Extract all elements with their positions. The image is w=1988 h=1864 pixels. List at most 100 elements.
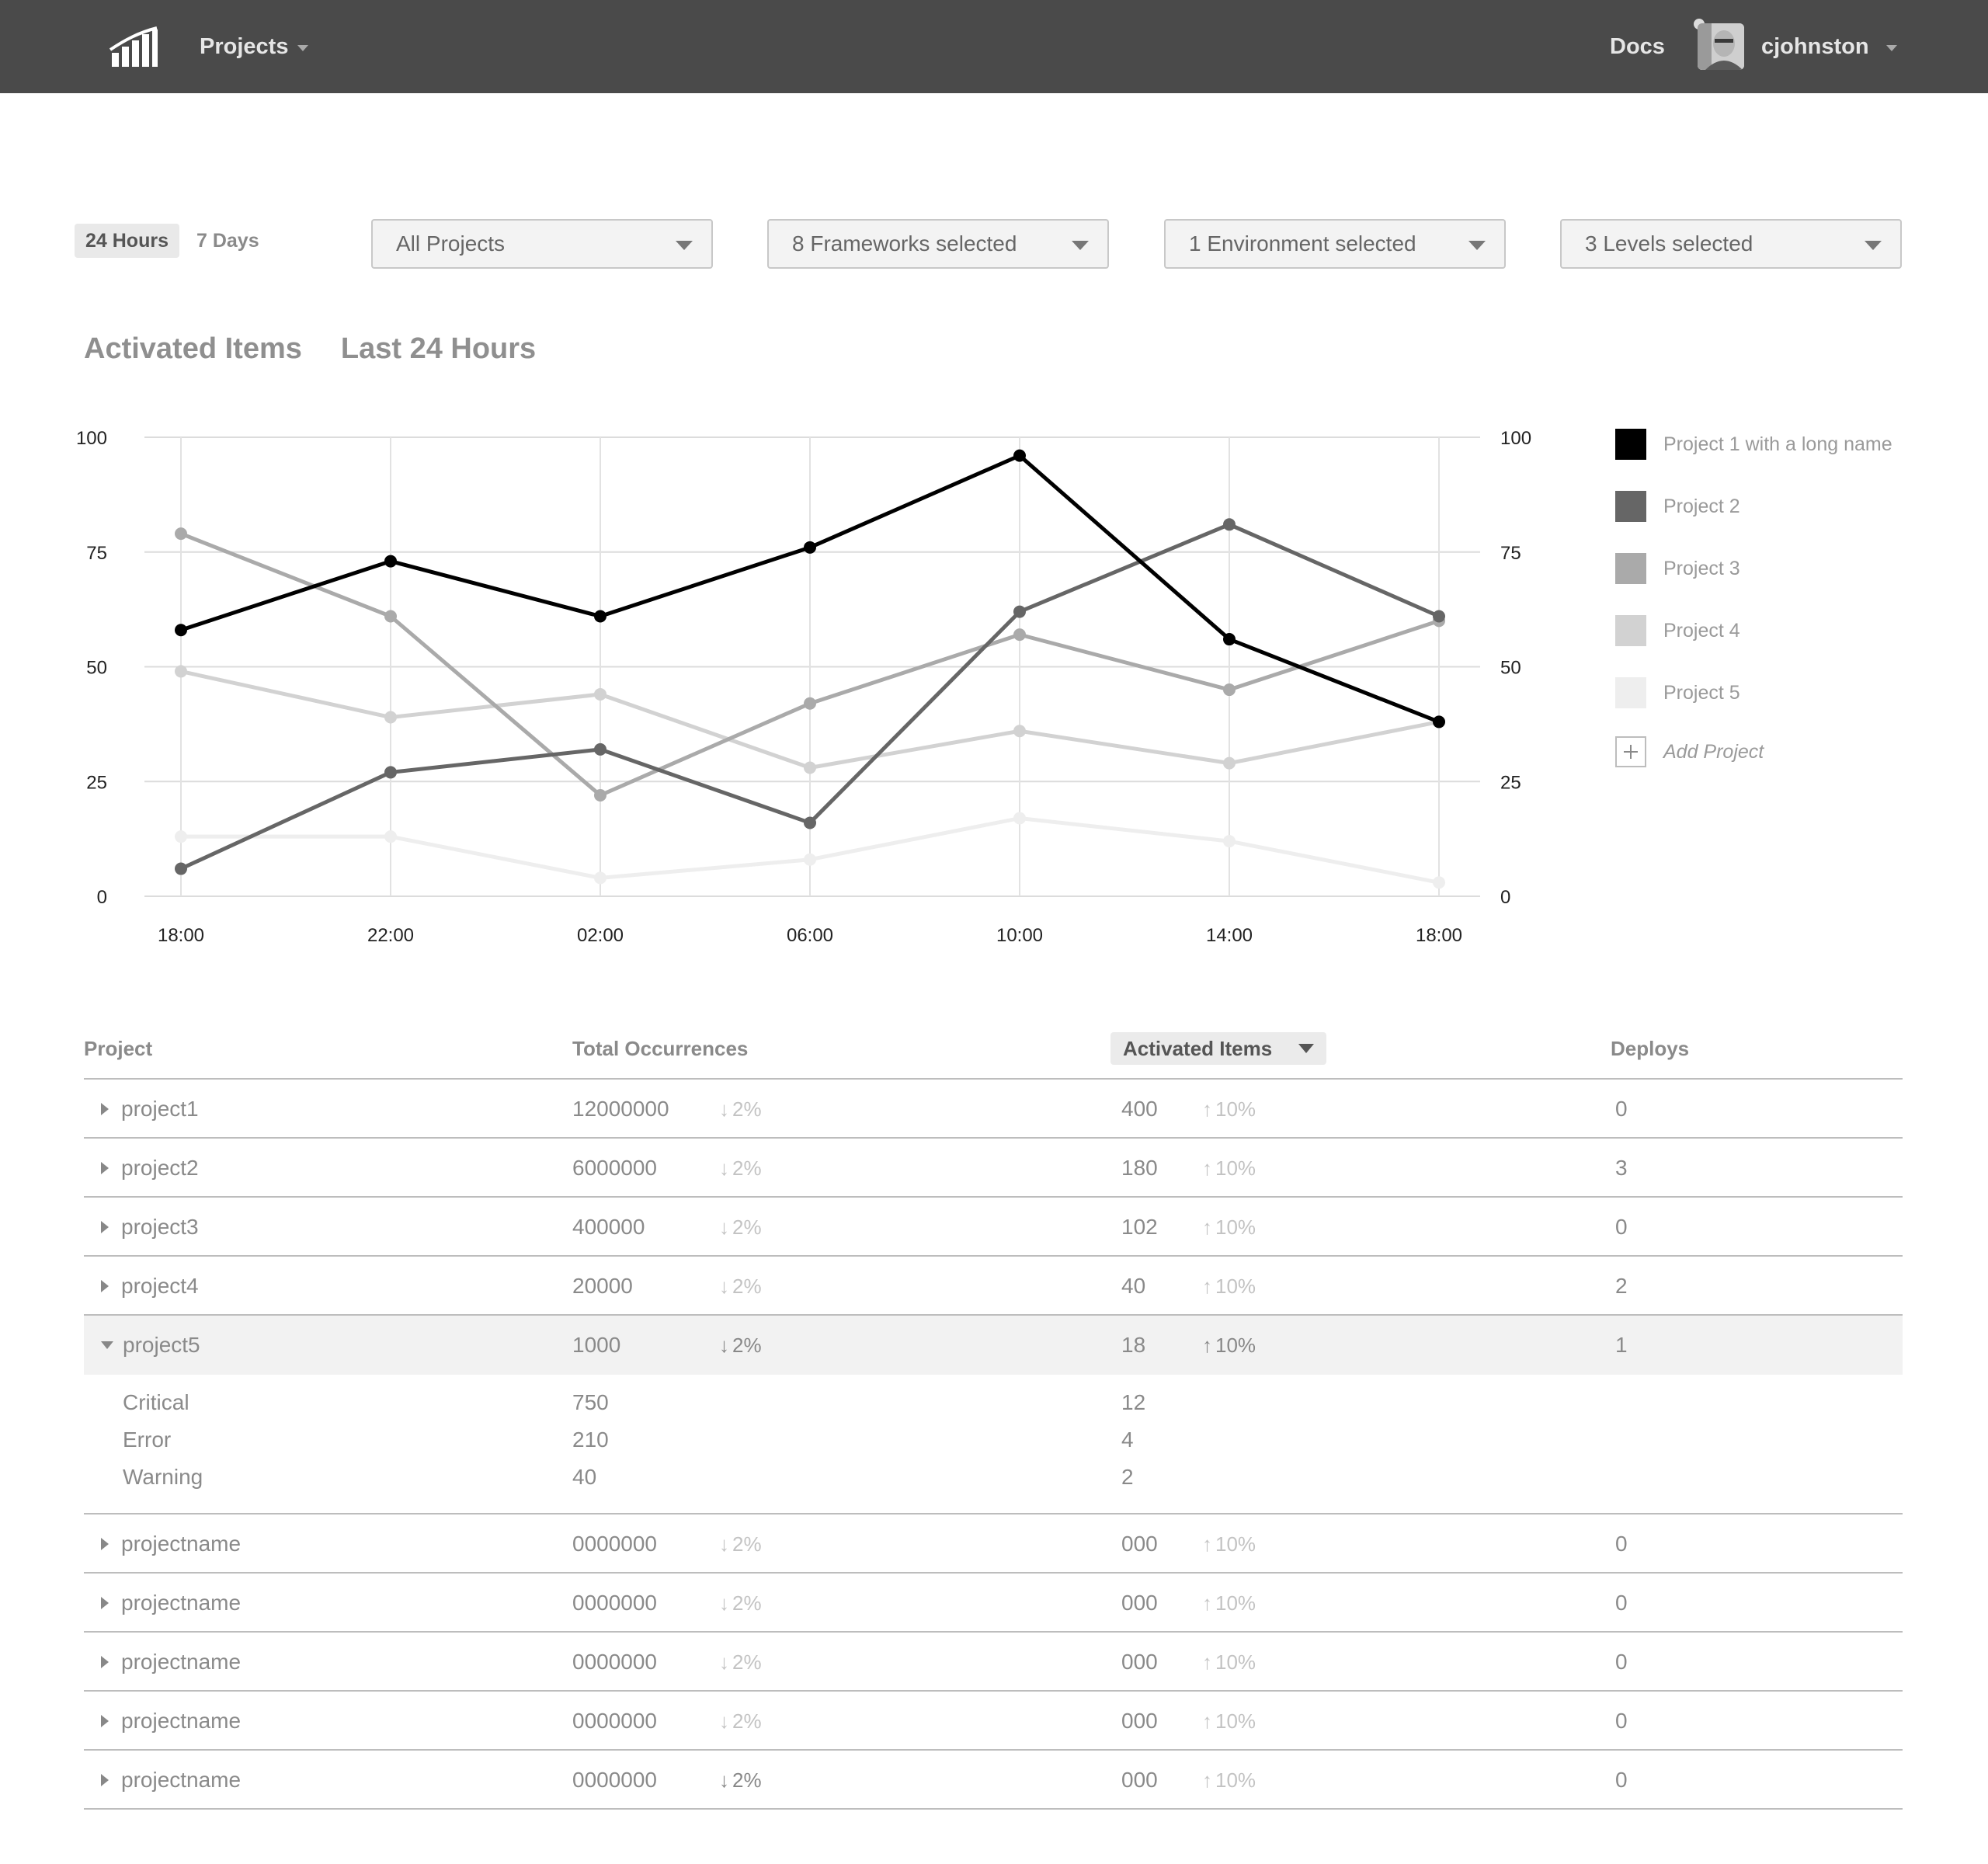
activated-items-value: 102 — [1121, 1215, 1158, 1239]
delta-value: 10% — [1215, 1532, 1256, 1556]
project-name: project5 — [123, 1333, 200, 1357]
table-row[interactable]: project3 400000 ↓ 2% 102 ↑ 10% 0 — [84, 1196, 1903, 1255]
table-row[interactable]: project5 1000 ↓ 2% 18 ↑ 10% 1 — [84, 1314, 1903, 1375]
expand-triangle-icon[interactable] — [101, 1656, 109, 1668]
activated-items-value: 180 — [1121, 1156, 1158, 1180]
column-header-activated-items[interactable]: Activated Items — [1110, 1032, 1327, 1065]
expand-triangle-icon[interactable] — [101, 1774, 109, 1786]
time-option-24-hours[interactable]: 24 Hours — [75, 224, 179, 258]
deploys-value: 0 — [1615, 1768, 1628, 1792]
add-project-label: Add Project — [1663, 740, 1764, 763]
table-row[interactable]: projectname 0000000 ↓ 2% 000 ↑ 10% 0 — [84, 1572, 1903, 1631]
data-point — [1433, 610, 1445, 623]
levels-dropdown[interactable]: 3 Levels selected — [1560, 219, 1902, 269]
table-row[interactable]: project1 12000000 ↓ 2% 400 ↑ 10% 0 — [84, 1078, 1903, 1137]
expand-triangle-icon[interactable] — [101, 1103, 109, 1115]
data-point — [804, 816, 816, 829]
level-total-value: 750 — [572, 1390, 609, 1414]
activated-items-value: 000 — [1121, 1591, 1158, 1615]
table-row[interactable]: project2 6000000 ↓ 2% 180 ↑ 10% 3 — [84, 1137, 1903, 1196]
expand-triangle-icon[interactable] — [101, 1280, 109, 1292]
user-menu[interactable]: cjohnston — [1698, 0, 1897, 93]
chevron-down-icon — [1885, 45, 1897, 51]
arrow-up-icon: ↑ — [1202, 1156, 1212, 1180]
project-name: project2 — [121, 1156, 199, 1180]
table-row[interactable]: projectname 0000000 ↓ 2% 000 ↑ 10% 0 — [84, 1690, 1903, 1749]
y-tick-label-right: 75 — [1500, 543, 1521, 564]
project-name: project3 — [121, 1215, 199, 1239]
logo-icon[interactable] — [109, 26, 158, 67]
data-point — [1223, 683, 1236, 697]
column-header-project[interactable]: Project — [84, 1036, 153, 1060]
arrow-up-icon: ↑ — [1202, 1532, 1212, 1556]
table-row[interactable]: projectname 0000000 ↓ 2% 000 ↑ 10% 0 — [84, 1631, 1903, 1690]
expand-triangle-icon[interactable] — [101, 1715, 109, 1727]
delta-value: 10% — [1215, 1709, 1256, 1733]
legend-item[interactable]: Project 2 — [1615, 491, 1892, 522]
data-point — [1013, 628, 1026, 642]
username-label: cjohnston — [1761, 33, 1869, 59]
expand-triangle-icon[interactable] — [101, 1538, 109, 1550]
arrow-down-icon: ↓ — [719, 1333, 729, 1357]
activated-items-value: 18 — [1121, 1333, 1146, 1357]
projects-table: project1 12000000 ↓ 2% 400 ↑ 10% 0 project2 60000… — [84, 1078, 1903, 1810]
activated-items-value: 000 — [1121, 1650, 1158, 1674]
frameworks-dropdown[interactable]: 8 Frameworks selected — [767, 219, 1109, 269]
level-total-value: 210 — [572, 1428, 609, 1452]
table-row[interactable]: projectname 0000000 ↓ 2% 000 ↑ 10% 0 — [84, 1513, 1903, 1572]
projects-menu[interactable]: Projects — [200, 0, 309, 93]
docs-link[interactable]: Docs — [1610, 33, 1665, 59]
delta-value: 2% — [732, 1274, 762, 1298]
caret-down-icon — [1865, 241, 1882, 250]
expand-triangle-icon[interactable] — [101, 1162, 109, 1174]
table-row[interactable]: project4 20000 ↓ 2% 40 ↑ 10% 2 — [84, 1255, 1903, 1314]
frameworks-dropdown-value: 8 Frameworks selected — [792, 231, 1017, 256]
avatar — [1698, 23, 1744, 70]
project-cell: projectname — [101, 1514, 241, 1574]
deploys-value: 0 — [1615, 1709, 1628, 1733]
x-tick-label: 18:00 — [1416, 925, 1462, 946]
data-point — [1433, 715, 1445, 729]
activated-items-delta: ↑ 10% — [1202, 1316, 1256, 1375]
projects-dropdown-value: All Projects — [396, 231, 506, 256]
add-project-button[interactable]: Add Project — [1615, 736, 1892, 767]
expand-triangle-icon[interactable] — [101, 1221, 109, 1233]
collapse-triangle-icon[interactable] — [101, 1341, 113, 1349]
legend-item[interactable]: Project 1 with a long name — [1615, 429, 1892, 460]
data-point — [594, 610, 606, 623]
projects-dropdown[interactable]: All Projects — [371, 219, 713, 269]
deploys-value: 0 — [1615, 1650, 1628, 1674]
activated-items-value: 400 — [1121, 1097, 1158, 1121]
project-cell: project1 — [101, 1080, 199, 1139]
delta-value: 10% — [1215, 1333, 1256, 1357]
legend-swatch — [1615, 491, 1646, 522]
arrow-down-icon: ↓ — [719, 1097, 729, 1121]
data-point — [1013, 812, 1026, 825]
legend-swatch — [1615, 677, 1646, 708]
deploys-value: 0 — [1615, 1097, 1628, 1121]
environments-dropdown[interactable]: 1 Environment selected — [1164, 219, 1506, 269]
column-header-total-occurrences[interactable]: Total Occurrences — [572, 1036, 749, 1060]
y-tick-label-left: 50 — [86, 658, 107, 679]
expand-triangle-icon[interactable] — [101, 1597, 109, 1609]
x-tick-label: 10:00 — [996, 925, 1043, 946]
level-breakdown: Critical 750 12 Error 210 4 Warning 40 2 — [84, 1375, 1903, 1513]
table-row[interactable]: projectname 0000000 ↓ 2% 000 ↑ 10% 0 — [84, 1749, 1903, 1808]
projects-menu-label: Projects — [200, 33, 289, 59]
time-option-7-days[interactable]: 7 Days — [196, 229, 259, 252]
data-point — [1223, 756, 1236, 770]
total-occurrences-value: 1000 — [572, 1333, 621, 1357]
delta-value: 2% — [732, 1097, 762, 1121]
project-cell: project3 — [101, 1198, 199, 1257]
activated-items-value: 000 — [1121, 1709, 1158, 1733]
arrow-up-icon: ↑ — [1202, 1097, 1212, 1121]
level-name: Error — [123, 1428, 172, 1452]
legend-item[interactable]: Project 5 — [1615, 677, 1892, 708]
legend-item[interactable]: Project 3 — [1615, 553, 1892, 584]
project-name: projectname — [121, 1709, 242, 1733]
column-header-deploys[interactable]: Deploys — [1611, 1036, 1690, 1060]
data-point — [384, 830, 397, 843]
legend-item[interactable]: Project 4 — [1615, 615, 1892, 646]
x-tick-label: 22:00 — [367, 925, 414, 946]
legend-label: Project 5 — [1663, 681, 1740, 704]
